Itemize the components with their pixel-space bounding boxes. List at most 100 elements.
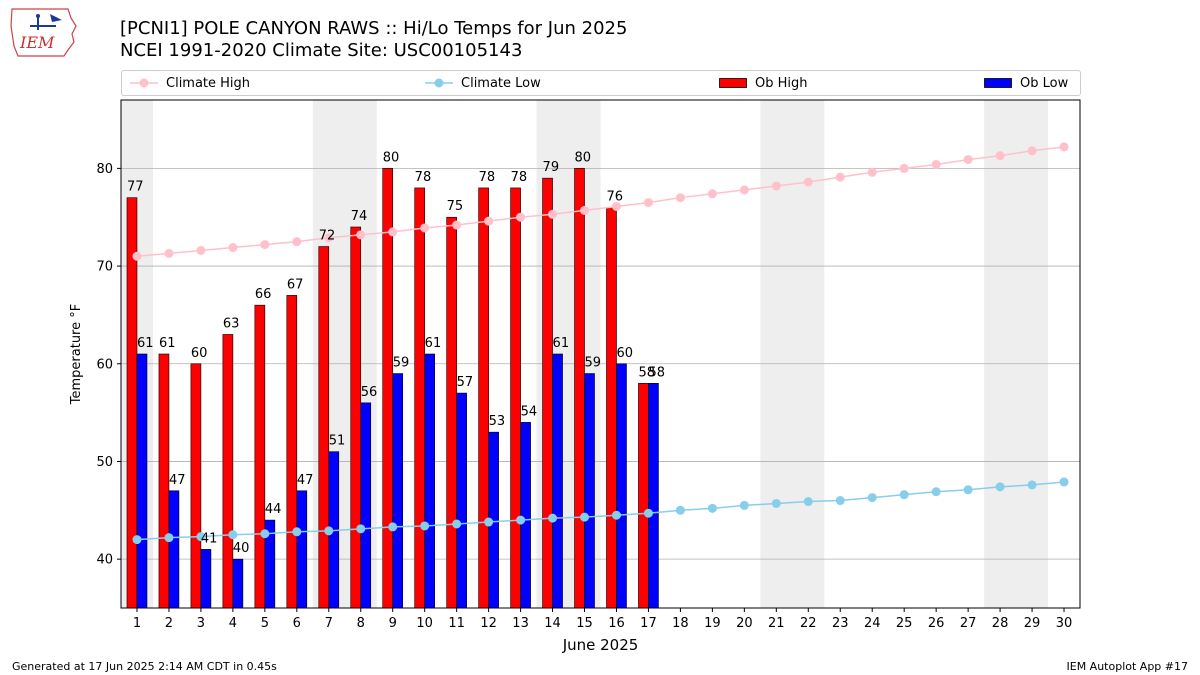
y-tick-label: 60 — [96, 357, 113, 372]
ob-low-label: 56 — [361, 385, 378, 400]
climate-low-point — [963, 485, 973, 495]
ob-high-label: 58 — [638, 365, 655, 380]
climate-low-point — [803, 497, 813, 507]
ob-high-bar — [414, 187, 425, 609]
ob-low-label: 60 — [616, 346, 633, 361]
ob-low-label: 44 — [265, 502, 282, 517]
climate-high-point — [963, 155, 973, 165]
climate-low-point — [548, 513, 558, 523]
ob-high-label: 72 — [319, 229, 336, 244]
x-tick-label: 28 — [992, 616, 1009, 631]
ob-low-label: 47 — [169, 473, 186, 488]
x-tick-label: 10 — [416, 616, 433, 631]
ob-low-label: 59 — [585, 356, 602, 371]
climate-high-point — [132, 251, 142, 261]
x-tick-label: 24 — [864, 616, 881, 631]
climate-low-point — [675, 505, 685, 515]
app-credit: IEM Autoplot App #17 — [1066, 660, 1189, 673]
climate-high-point — [835, 172, 845, 182]
ob-low-bar — [136, 353, 148, 609]
legend-ob-high-swatch — [719, 78, 747, 88]
climate-low-point — [484, 517, 494, 527]
ob-low-bar — [584, 373, 595, 609]
y-tick-label: 50 — [96, 455, 113, 470]
ob-high-bar — [638, 383, 649, 609]
x-tick-label: 11 — [448, 616, 465, 631]
iowa-outline-icon — [10, 8, 77, 57]
climate-high-point — [356, 230, 366, 240]
chart-subtitle: NCEI 1991-2020 Climate Site: USC00105143 — [120, 40, 523, 61]
climate-low-point — [388, 522, 398, 532]
ob-low-label: 61 — [137, 336, 154, 351]
x-tick-label: 17 — [640, 616, 657, 631]
x-tick-label: 14 — [544, 616, 561, 631]
chart-title: [PCNI1] POLE CANYON RAWS :: Hi/Lo Temps … — [120, 18, 628, 39]
legend-climate-high-marker — [130, 78, 158, 88]
climate-low-point — [164, 533, 174, 543]
climate-low-point — [580, 512, 590, 522]
x-tick-label: 2 — [165, 616, 173, 631]
ob-high-label: 75 — [447, 199, 464, 214]
ob-high-label: 67 — [287, 277, 304, 292]
ob-low-bar — [648, 383, 659, 609]
climate-high-point — [548, 209, 558, 219]
climate-low-point — [260, 529, 270, 539]
climate-low-point — [771, 498, 781, 508]
ob-high-bar — [158, 353, 170, 609]
climate-low-point — [611, 510, 621, 520]
iem-logo: IEM — [10, 8, 77, 57]
plot-frame — [120, 99, 1081, 609]
climate-high-point — [292, 237, 302, 247]
y-axis-label: Temperature °F — [69, 304, 84, 405]
ob-low-label: 53 — [489, 414, 506, 429]
generated-timestamp: Generated at 17 Jun 2025 2:14 AM CDT in … — [12, 660, 277, 673]
climate-low-point — [1027, 480, 1037, 490]
climate-high-point — [164, 248, 174, 258]
climate-high-point — [771, 181, 781, 191]
x-tick-label: 23 — [832, 616, 849, 631]
x-tick-label: 30 — [1056, 616, 1073, 631]
logo-text: IEM — [19, 33, 55, 52]
ob-low-bar — [456, 392, 467, 609]
ob-high-bar — [254, 304, 266, 609]
climate-low-point — [324, 526, 334, 536]
x-tick-label: 9 — [389, 616, 397, 631]
x-tick-label: 8 — [357, 616, 365, 631]
ob-low-bar — [200, 549, 212, 609]
climate-high-point — [931, 159, 941, 169]
x-tick-label: 22 — [800, 616, 817, 631]
legend-ob-low-swatch — [984, 78, 1012, 88]
legend-ob-low: Ob Low — [984, 71, 1068, 95]
climate-low-point — [1059, 477, 1069, 487]
climate-high-point — [675, 193, 685, 203]
climate-high-point — [867, 167, 877, 177]
x-tick-label: 29 — [1024, 616, 1041, 631]
climate-high-point — [899, 163, 909, 173]
ob-low-label: 61 — [425, 336, 442, 351]
climate-low-point — [707, 503, 717, 513]
climate-high-point — [803, 177, 813, 187]
climate-high-point — [228, 243, 238, 253]
ob-high-bar — [542, 177, 553, 609]
x-tick-label: 19 — [704, 616, 721, 631]
x-tick-label: 7 — [325, 616, 333, 631]
x-tick-label: 21 — [768, 616, 785, 631]
ob-high-label: 74 — [351, 209, 368, 224]
ob-high-label: 61 — [159, 336, 176, 351]
ob-high-label: 78 — [511, 170, 528, 185]
climate-high-point — [388, 227, 398, 237]
legend-climate-high: Climate High — [130, 71, 250, 95]
x-tick-label: 4 — [229, 616, 237, 631]
climate-low-point — [228, 530, 238, 540]
ob-high-bar — [478, 187, 489, 609]
ob-low-bar — [232, 558, 244, 609]
weekend-shade — [760, 100, 825, 608]
legend-ob-high: Ob High — [719, 71, 808, 95]
ob-high-bar — [446, 216, 457, 609]
x-tick-label: 5 — [261, 616, 269, 631]
ob-high-label: 80 — [575, 150, 592, 165]
x-tick-label: 15 — [576, 616, 593, 631]
climate-low-point — [420, 521, 430, 531]
ob-low-label: 61 — [553, 336, 570, 351]
